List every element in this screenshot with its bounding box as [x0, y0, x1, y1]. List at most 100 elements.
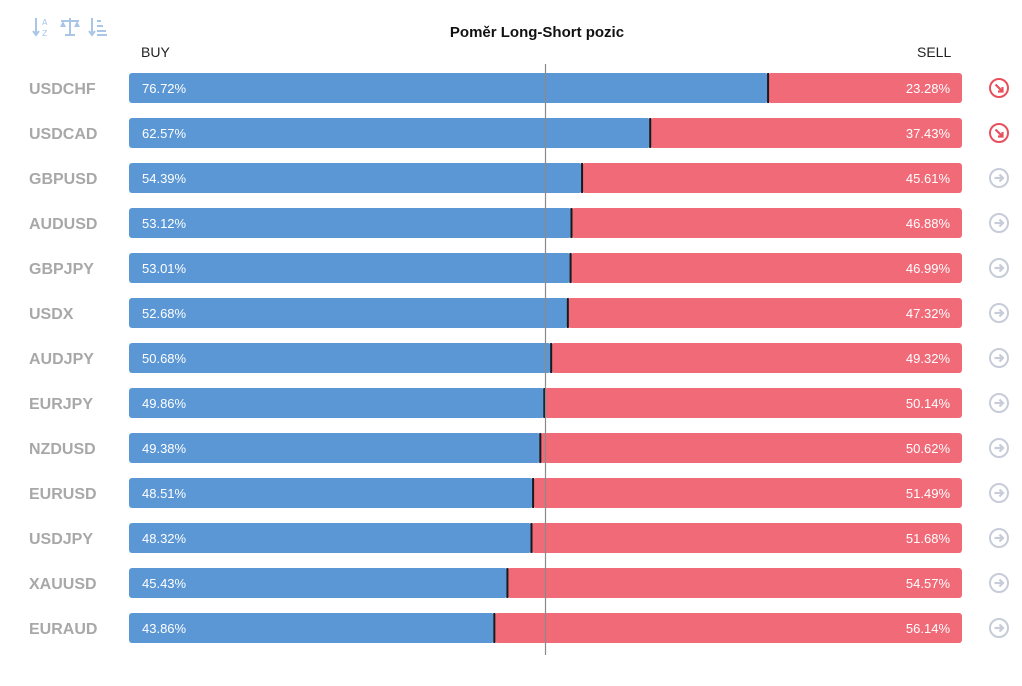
right-arrow-icon[interactable]	[989, 438, 1009, 458]
right-arrow-icon[interactable]	[989, 393, 1009, 413]
sell-bar	[650, 118, 962, 148]
trend-icon-ring	[989, 393, 1009, 413]
buy-percent-label: 48.32%	[142, 531, 187, 546]
symbol-label[interactable]: EURUSD	[29, 486, 97, 503]
trend-icon-ring	[989, 618, 1009, 638]
symbol-label[interactable]: GBPJPY	[29, 261, 94, 278]
symbol-label[interactable]: USDJPY	[29, 531, 93, 548]
buy-bar	[129, 73, 769, 103]
split-marker	[569, 253, 572, 283]
buy-percent-label: 49.86%	[142, 396, 187, 411]
bar-row-euraud: EURAUD 43.86% 56.14%	[29, 613, 1009, 643]
sell-bar	[540, 433, 962, 463]
trend-icon-ring	[989, 438, 1009, 458]
trend-icon-ring	[989, 258, 1009, 278]
buy-percent-label: 62.57%	[142, 126, 187, 141]
symbol-label[interactable]: USDCHF	[29, 81, 96, 98]
right-arrow-icon[interactable]	[989, 258, 1009, 278]
buy-percent-label: 54.39%	[142, 171, 187, 186]
buy-bar	[129, 478, 534, 508]
svg-text:Z: Z	[42, 29, 48, 38]
buy-percent-label: 43.86%	[142, 621, 187, 636]
trend-icon-head	[998, 533, 1005, 543]
symbol-label[interactable]: GBPUSD	[29, 171, 97, 188]
buy-percent-label: 49.38%	[142, 441, 187, 456]
sell-bar	[570, 253, 962, 283]
split-marker	[566, 298, 569, 328]
buy-bar	[129, 613, 495, 643]
right-arrow-icon[interactable]	[989, 303, 1009, 323]
split-marker	[539, 433, 542, 463]
sell-percent-label: 37.43%	[906, 126, 951, 141]
right-arrow-icon[interactable]	[989, 573, 1009, 593]
right-arrow-icon[interactable]	[989, 528, 1009, 548]
trend-icon-ring	[989, 303, 1009, 323]
split-marker	[581, 163, 584, 193]
symbol-label[interactable]: EURJPY	[29, 396, 93, 413]
trend-icon-ring	[989, 123, 1009, 143]
bar-row-usdjpy: USDJPY 48.32% 51.68%	[29, 523, 1009, 553]
bar-row-eurusd: EURUSD 48.51% 51.49%	[29, 478, 1009, 508]
bar-row-eurjpy: EURJPY 49.86% 50.14%	[29, 388, 1009, 418]
buy-bar	[129, 388, 545, 418]
trend-icon-shaft	[994, 128, 1004, 138]
bar-row-gbpusd: GBPUSD 54.39% 45.61%	[29, 163, 1009, 193]
trend-icon-head	[998, 398, 1005, 408]
bar-row-audjpy: AUDJPY 50.68% 49.32%	[29, 343, 1009, 373]
chart-title: Poměr Long-Short pozic	[449, 24, 625, 41]
buy-bar	[129, 568, 508, 598]
trend-icon-ring	[989, 573, 1009, 593]
sort-amount-icon[interactable]	[86, 14, 110, 40]
down-right-arrow-icon[interactable]	[989, 78, 1009, 98]
split-marker	[767, 73, 770, 103]
trend-icon-head	[998, 263, 1005, 273]
right-arrow-icon[interactable]	[989, 348, 1009, 368]
sell-percent-label: 56.14%	[906, 621, 951, 636]
sell-header: SELL	[917, 44, 952, 60]
trend-icon-head	[998, 218, 1005, 228]
right-arrow-icon[interactable]	[989, 483, 1009, 503]
symbol-label[interactable]: NZDUSD	[29, 441, 96, 458]
symbol-label[interactable]: USDCAD	[29, 126, 97, 143]
trend-icon-shaft	[994, 83, 1004, 93]
sell-bar	[544, 388, 962, 418]
symbol-label[interactable]: USDX	[29, 306, 74, 323]
right-arrow-icon[interactable]	[989, 213, 1009, 233]
bar-row-usdx: USDX 52.68% 47.32%	[29, 298, 1009, 328]
trend-icon-ring	[989, 528, 1009, 548]
split-marker	[493, 613, 496, 643]
buy-percent-label: 45.43%	[142, 576, 187, 591]
trend-icon-head	[998, 443, 1005, 453]
bar-row-usdchf: USDCHF 76.72% 23.28%	[29, 73, 1009, 103]
symbol-label[interactable]: XAUUSD	[29, 576, 97, 593]
svg-text:A: A	[42, 18, 48, 27]
right-arrow-icon[interactable]	[989, 618, 1009, 638]
symbol-label[interactable]: AUDUSD	[29, 216, 97, 233]
balance-scale-icon[interactable]	[58, 14, 82, 40]
symbol-label[interactable]: EURAUD	[29, 621, 97, 638]
trend-icon-head	[998, 623, 1005, 633]
buy-percent-label: 76.72%	[142, 81, 187, 96]
bar-row-nzdusd: NZDUSD 49.38% 50.62%	[29, 433, 1009, 463]
split-marker	[649, 118, 652, 148]
sell-percent-label: 50.14%	[906, 396, 951, 411]
split-marker	[506, 568, 509, 598]
sell-bar	[768, 73, 962, 103]
down-right-arrow-icon[interactable]	[989, 123, 1009, 143]
sell-percent-label: 49.32%	[906, 351, 951, 366]
right-arrow-icon[interactable]	[989, 168, 1009, 188]
bar-row-xauusd: XAUUSD 45.43% 54.57%	[29, 568, 1009, 598]
sell-percent-label: 46.88%	[906, 216, 951, 231]
trend-icon-head	[998, 87, 1004, 93]
split-marker	[532, 478, 535, 508]
sort-alpha-icon[interactable]: A Z	[30, 14, 54, 40]
sell-bar	[531, 523, 962, 553]
buy-bar	[129, 253, 571, 283]
symbol-label[interactable]: AUDJPY	[29, 351, 94, 368]
sell-bar	[571, 208, 962, 238]
buy-bar	[129, 523, 532, 553]
trend-icon-ring	[989, 168, 1009, 188]
buy-bar	[129, 208, 572, 238]
split-marker	[543, 388, 546, 418]
